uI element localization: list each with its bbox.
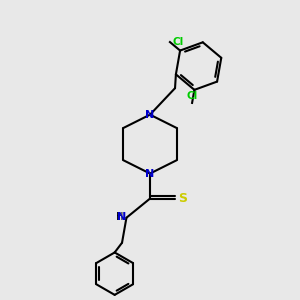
Text: S: S — [178, 192, 188, 205]
Text: H: H — [116, 212, 123, 221]
Text: Cl: Cl — [187, 92, 198, 101]
Text: N: N — [146, 110, 154, 120]
Text: N: N — [146, 169, 154, 178]
Text: N: N — [117, 212, 126, 221]
Text: Cl: Cl — [173, 37, 184, 47]
